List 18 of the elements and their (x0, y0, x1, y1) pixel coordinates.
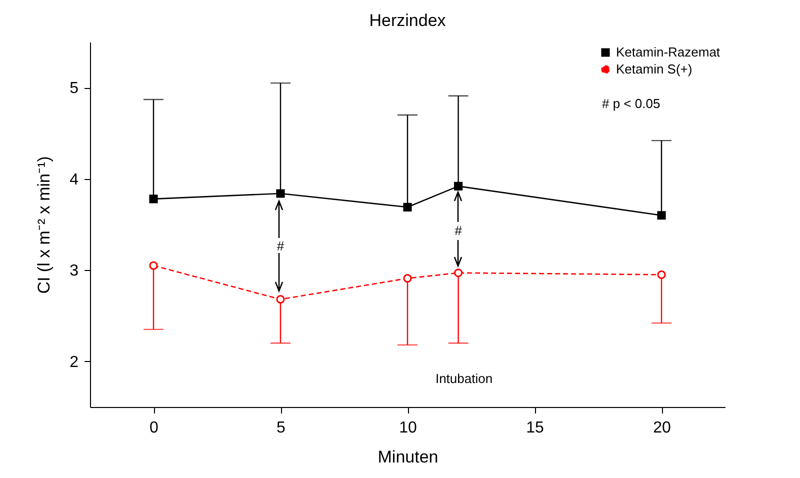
x-tick-label: 0 (150, 420, 159, 436)
x-tick-label: 15 (526, 420, 544, 436)
annotation: Intubation (435, 371, 493, 386)
y-tick-label: 2 (70, 354, 79, 371)
legend-label: Ketamin S(+) (616, 62, 692, 76)
chart-title: Herzindex (369, 11, 446, 30)
x-axis-title: Minuten (378, 448, 438, 466)
y-axis-title: CI (l x m⁻² x min⁻¹) (34, 156, 54, 294)
y-tick-label: 5 (70, 80, 79, 98)
x-tick-label: 10 (399, 420, 417, 436)
annotation: # (454, 223, 463, 238)
legend-label: Ketamin-Razemat (616, 44, 720, 60)
x-tick-label: 20 (653, 420, 671, 436)
y-tick-label: 3 (70, 262, 79, 280)
annotation: # (276, 238, 285, 254)
y-tick-label: 4 (70, 171, 79, 188)
annotation: # p < 0.05 (602, 96, 660, 111)
x-tick-label: 5 (276, 420, 286, 436)
